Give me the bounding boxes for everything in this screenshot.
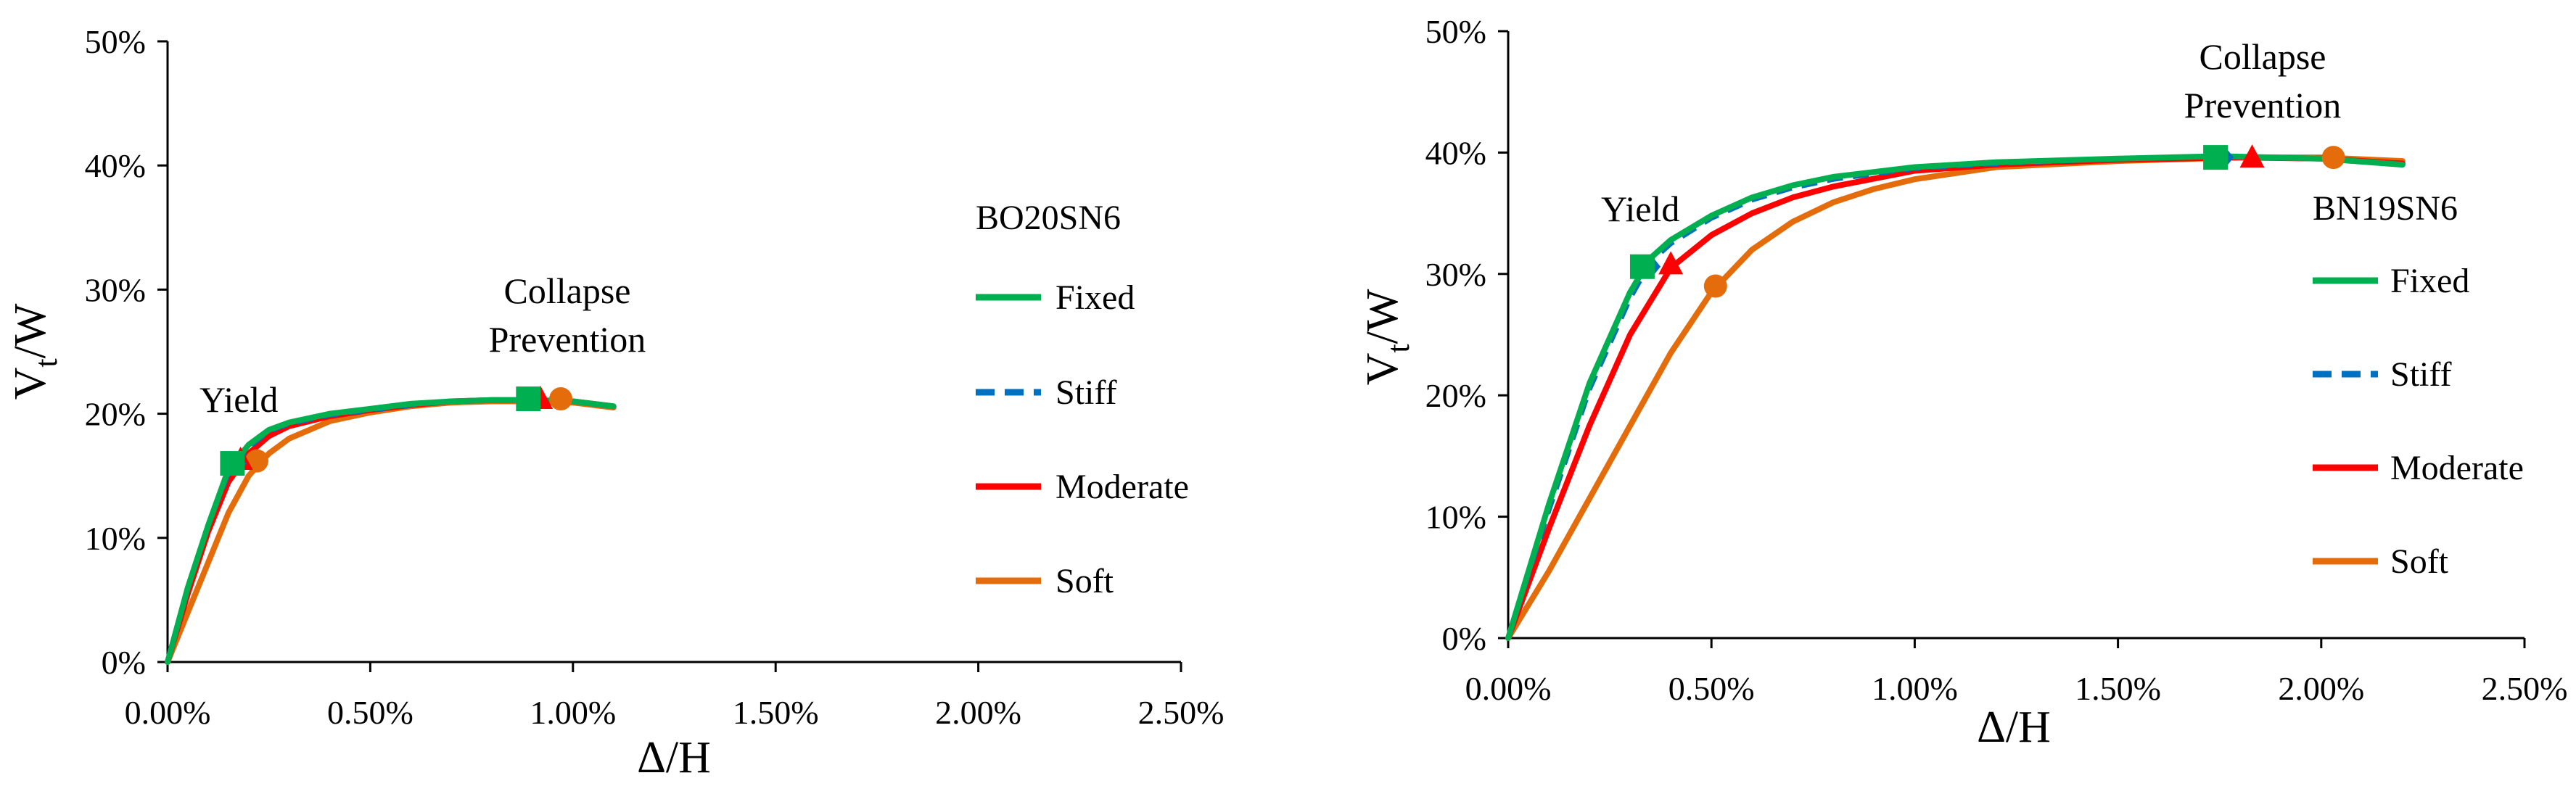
x-axis-label: Δ/H bbox=[637, 733, 711, 782]
legend-title: BN19SN6 bbox=[2313, 189, 2458, 228]
x-tick-label: 0.50% bbox=[327, 694, 413, 731]
x-tick-label: 1.00% bbox=[530, 694, 616, 731]
y-tick-label: 40% bbox=[85, 147, 146, 184]
legend-label-soft: Soft bbox=[1055, 562, 1114, 600]
y-tick-label: 20% bbox=[1425, 377, 1486, 414]
series-line-soft bbox=[1505, 154, 2406, 641]
y-tick-label: 0% bbox=[102, 644, 146, 681]
marker-fixed-square bbox=[516, 386, 541, 412]
marker-moderate-triangle bbox=[2239, 144, 2265, 168]
x-tick-label: 2.00% bbox=[2278, 670, 2364, 707]
series-line-fixed bbox=[1505, 153, 2406, 641]
x-tick-label: 0.50% bbox=[1668, 670, 1755, 707]
collapse-annotation: Collapse bbox=[2200, 36, 2326, 77]
series-line-moderate bbox=[165, 397, 617, 665]
marker-fixed-square bbox=[220, 451, 245, 476]
legend: BN19SN6 Fixed Stiff Moderate Soft bbox=[2313, 189, 2524, 581]
legend: BO20SN6 Fixed Stiff Moderate Soft bbox=[976, 199, 1189, 600]
collapse-annotation: Collapse bbox=[504, 270, 631, 311]
y-tick-label: 40% bbox=[1425, 134, 1486, 171]
legend-label-soft: Soft bbox=[2390, 542, 2449, 581]
chart-1: 0% 10% 20% 30% 40% 50% 0.00% 0.50% 1.00% 1.50% 2.0… bbox=[6, 23, 1224, 782]
y-tick-label: 0% bbox=[1442, 620, 1486, 657]
y-tick-label: 30% bbox=[85, 271, 146, 308]
legend-label-fixed: Fixed bbox=[2390, 262, 2469, 300]
legend-label-stiff: Stiff bbox=[1055, 373, 1116, 412]
x-tick-label: 1.00% bbox=[1872, 670, 1958, 707]
prevention-annotation: Prevention bbox=[489, 319, 646, 360]
y-axis-label: Vt/W bbox=[1358, 289, 1416, 385]
y-tick-label: 50% bbox=[1425, 13, 1486, 50]
x-tick-label: 2.50% bbox=[2482, 670, 2568, 707]
y-tick-label: 30% bbox=[1425, 256, 1486, 293]
x-tick-label: 1.50% bbox=[733, 694, 819, 731]
legend-label-stiff: Stiff bbox=[2390, 355, 2451, 394]
y-tick-label: 10% bbox=[85, 520, 146, 557]
yield-annotation: Yield bbox=[1601, 189, 1679, 229]
marker-soft-circle bbox=[2321, 146, 2345, 170]
yield-annotation: Yield bbox=[199, 379, 278, 420]
y-axis-label: Vt/W bbox=[6, 303, 64, 400]
chart-2: 0% 10% 20% 30% 40% 50% 0.00% 0.50% 1.00% 1.50% 2.0… bbox=[1358, 13, 2567, 752]
y-tick-label: 20% bbox=[85, 396, 146, 433]
marker-soft-circle bbox=[1703, 274, 1727, 298]
x-tick-label: 0.00% bbox=[125, 694, 211, 731]
legend-label-moderate: Moderate bbox=[1055, 468, 1189, 506]
series-line-stiff bbox=[165, 397, 614, 663]
y-tick-label: 50% bbox=[85, 23, 146, 60]
series-line-moderate bbox=[1505, 154, 2406, 641]
series-line-fixed bbox=[165, 397, 617, 665]
x-axis-label: Δ/H bbox=[1977, 703, 2051, 752]
legend-label-moderate: Moderate bbox=[2390, 449, 2524, 487]
x-tick-label: 2.50% bbox=[1138, 694, 1225, 731]
x-tick-label: 1.50% bbox=[2075, 670, 2161, 707]
x-tick-label: 2.00% bbox=[935, 694, 1021, 731]
marker-moderate-triangle bbox=[1658, 251, 1684, 275]
prevention-annotation: Prevention bbox=[2184, 85, 2342, 125]
series-line-soft bbox=[165, 398, 617, 665]
marker-soft-circle bbox=[549, 387, 573, 411]
marker-fixed-square bbox=[1629, 254, 1655, 279]
x-tick-label: 0.00% bbox=[1465, 670, 1552, 707]
y-tick-label: 10% bbox=[1425, 499, 1486, 536]
marker-fixed-square bbox=[2203, 145, 2229, 170]
legend-label-fixed: Fixed bbox=[1055, 278, 1135, 317]
legend-title: BO20SN6 bbox=[976, 199, 1121, 237]
